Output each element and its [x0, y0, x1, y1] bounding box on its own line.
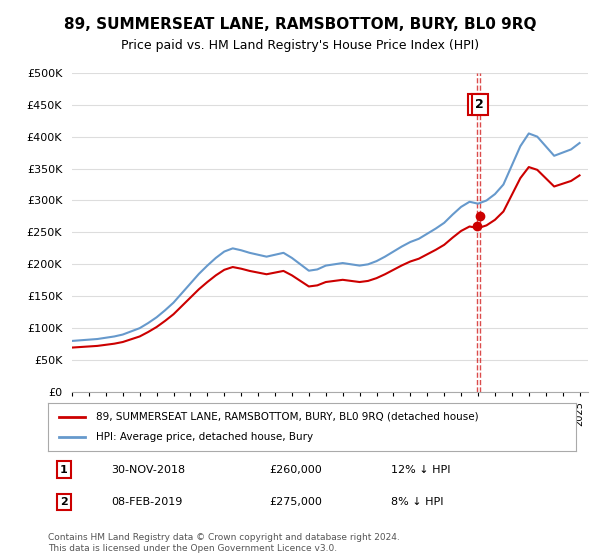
Text: HPI: Average price, detached house, Bury: HPI: Average price, detached house, Bury [95, 432, 313, 442]
Text: 2: 2 [475, 98, 484, 111]
Text: 8% ↓ HPI: 8% ↓ HPI [391, 497, 444, 507]
Text: 1: 1 [472, 98, 481, 111]
Text: 30-NOV-2018: 30-NOV-2018 [112, 465, 185, 475]
Text: 1: 1 [60, 465, 68, 475]
Text: 89, SUMMERSEAT LANE, RAMSBOTTOM, BURY, BL0 9RQ: 89, SUMMERSEAT LANE, RAMSBOTTOM, BURY, B… [64, 17, 536, 32]
Text: 2: 2 [60, 497, 68, 507]
Text: £275,000: £275,000 [270, 497, 323, 507]
Text: Contains HM Land Registry data © Crown copyright and database right 2024.
This d: Contains HM Land Registry data © Crown c… [48, 533, 400, 553]
Text: £260,000: £260,000 [270, 465, 323, 475]
Text: 12% ↓ HPI: 12% ↓ HPI [391, 465, 451, 475]
Text: Price paid vs. HM Land Registry's House Price Index (HPI): Price paid vs. HM Land Registry's House … [121, 39, 479, 52]
Text: 89, SUMMERSEAT LANE, RAMSBOTTOM, BURY, BL0 9RQ (detached house): 89, SUMMERSEAT LANE, RAMSBOTTOM, BURY, B… [95, 412, 478, 422]
Text: 08-FEB-2019: 08-FEB-2019 [112, 497, 183, 507]
